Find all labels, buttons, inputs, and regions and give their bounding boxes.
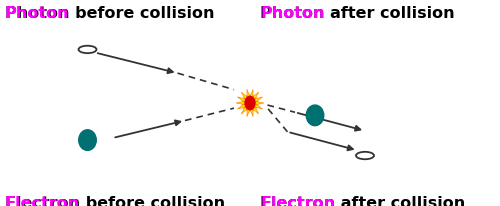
Text: Electron before collision: Electron before collision (5, 196, 225, 206)
Polygon shape (240, 93, 260, 113)
Text: Electron: Electron (260, 196, 335, 206)
Text: Electron after collision: Electron after collision (260, 196, 465, 206)
Text: Photon after collision: Photon after collision (260, 6, 454, 21)
Ellipse shape (78, 130, 96, 150)
Text: Electron: Electron (5, 196, 80, 206)
Text: Photon: Photon (5, 6, 70, 21)
Polygon shape (236, 89, 264, 117)
Ellipse shape (306, 105, 324, 126)
Text: Photon before collision: Photon before collision (5, 6, 214, 21)
Text: Photon: Photon (260, 6, 324, 21)
Ellipse shape (244, 96, 256, 110)
